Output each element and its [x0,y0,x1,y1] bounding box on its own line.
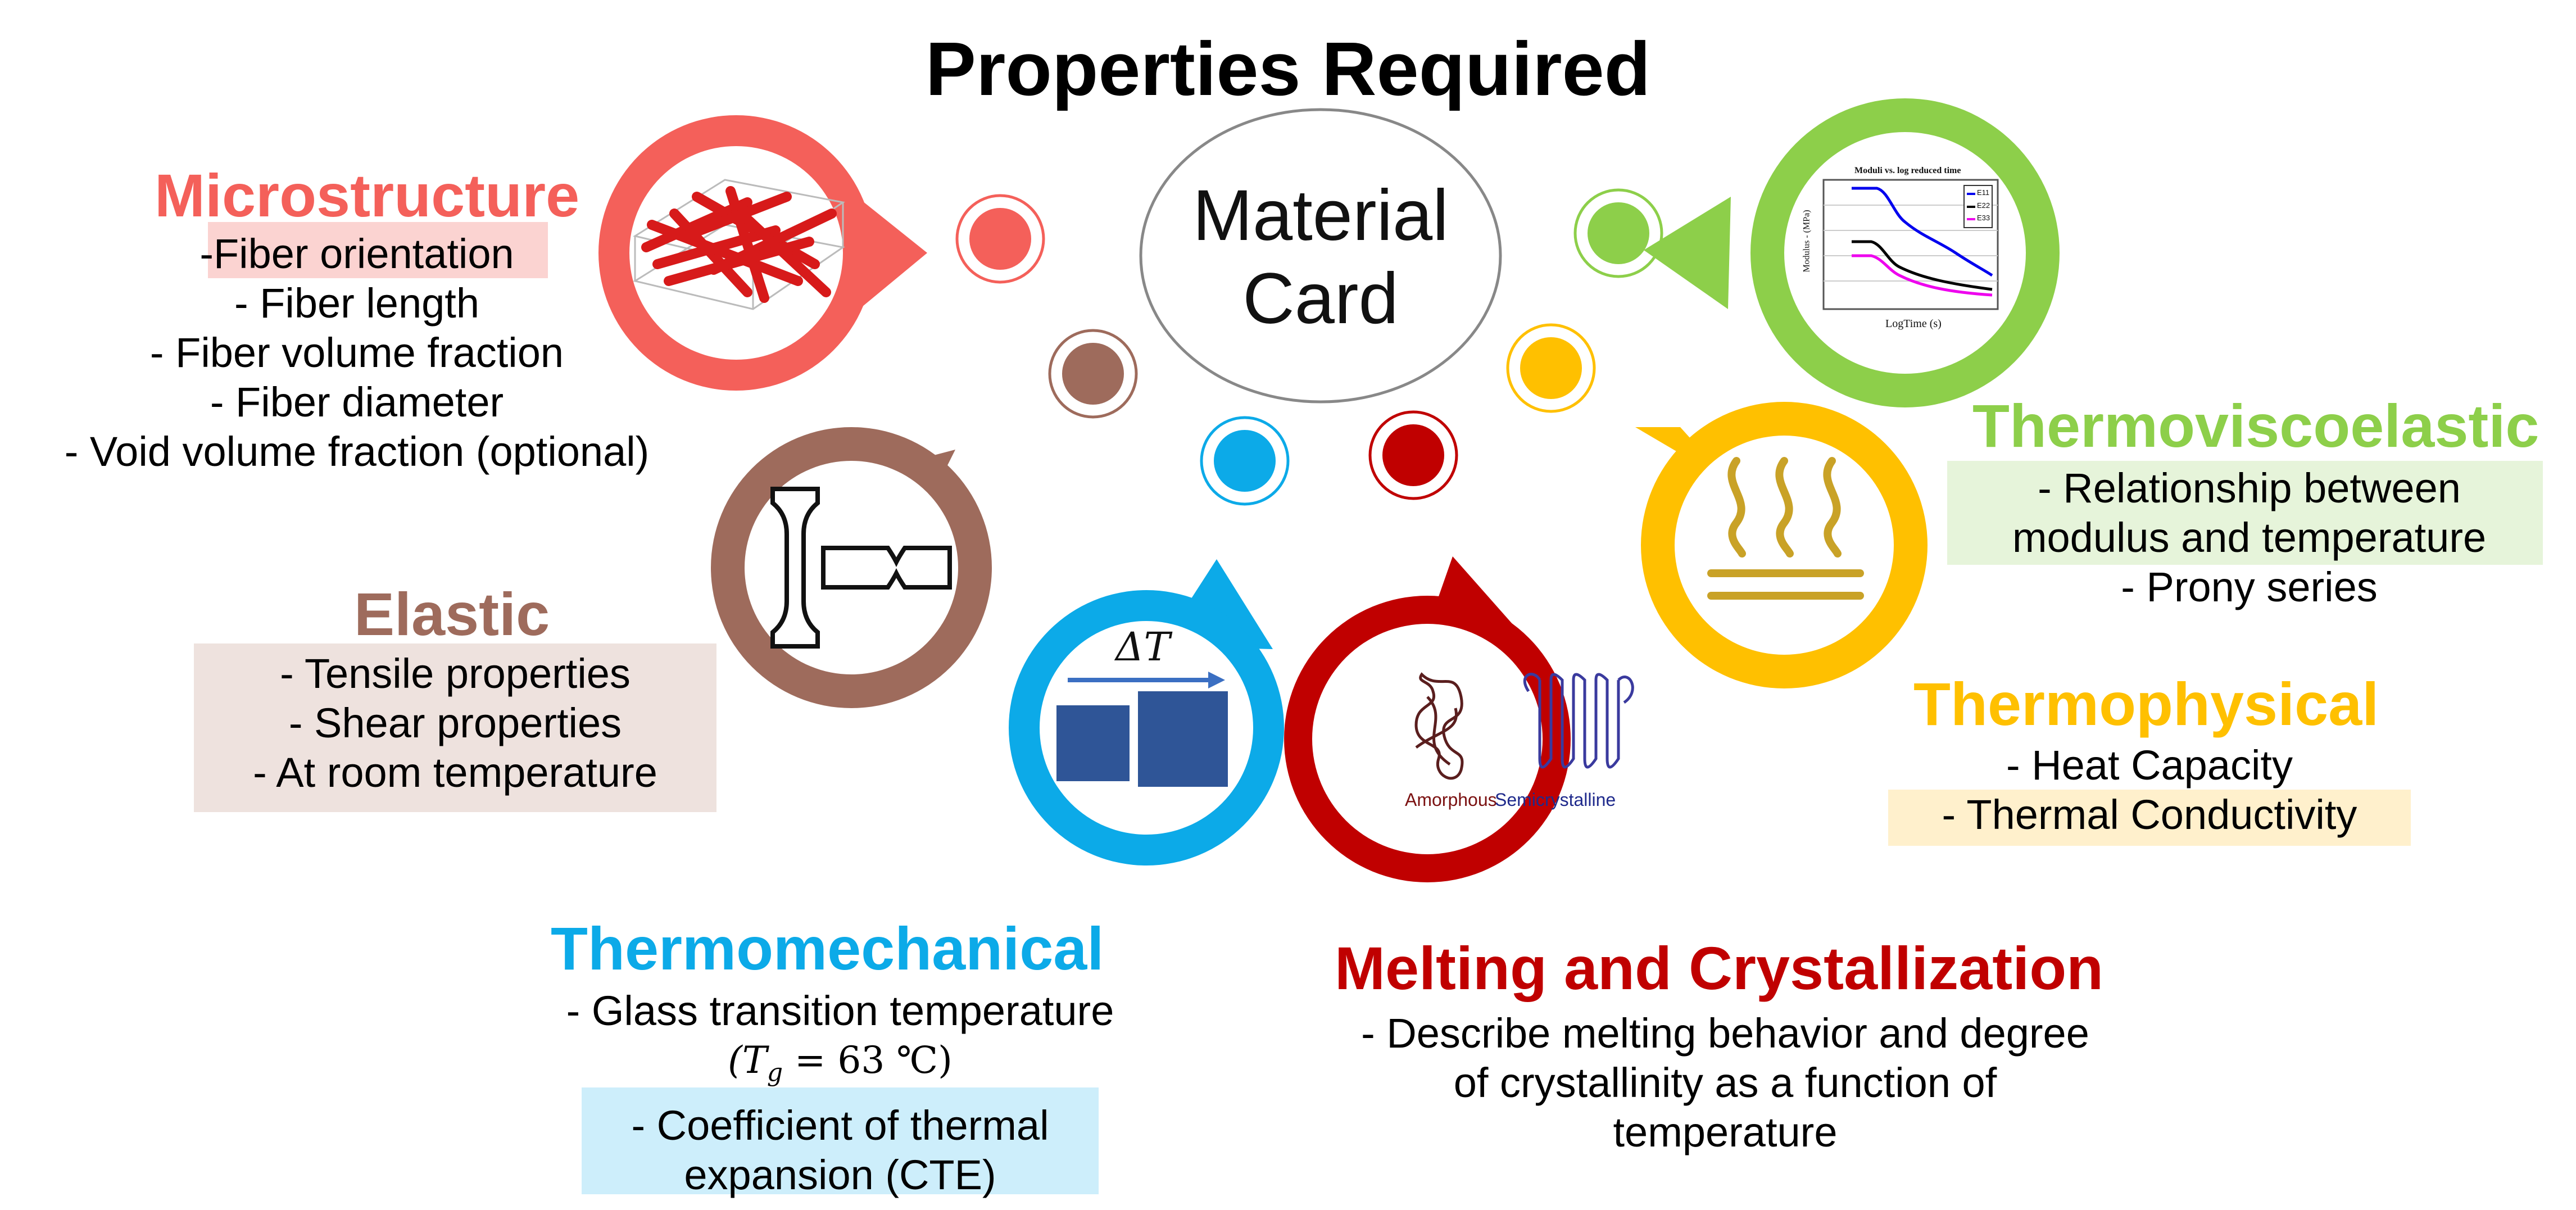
thermoviscoelastic-item: modulus and temperature [2012,514,2487,561]
microstructure-item: - Fiber volume fraction [149,329,564,376]
microstructure-highlight [208,222,548,278]
melting-item: temperature [1613,1109,1838,1155]
thermophysical-dot [1506,323,1596,413]
thermoviscoelastic-highlight [1947,461,2543,565]
thermal-expansion-icon [1056,672,1228,787]
microstructure-heading: Microstructure [155,161,580,229]
thermomechanical-highlight [582,1087,1099,1194]
thermoviscoelastic-heading: Thermoviscoelastic [1972,392,2539,460]
fiber-network-icon [633,179,845,310]
thermoviscoelastic-item: - Relationship between [2038,465,2461,511]
elastic-item: - Tensile properties [280,650,631,697]
thermomechanical-item: expansion (CTE) [684,1152,996,1199]
thermophysical-list: - Heat Capacity - Thermal Conductivity [1888,741,2411,840]
amorphous-label: Amorphous [1405,790,1497,810]
thermomechanical-dot [1200,416,1290,506]
melting-heading: Melting and Crystallization [1335,934,2104,1002]
microstructure-item: - Fiber length [234,280,479,327]
thermoviscoelastic-list: - Relationship between modulus and tempe… [1947,464,2551,612]
material-card-ellipse [1139,108,1502,404]
mini-chart-legend-e22: E22 [1977,201,1990,210]
elastic-item: - At room temperature [253,749,657,796]
microstructure-item: - Void volume fraction (optional) [64,428,650,475]
mini-chart-legend-e11: E11 [1977,188,1990,197]
thermomechanical-list: - Glass transition temperature (Tg = 63 … [523,986,1158,1200]
elastic-item: - Shear properties [288,700,622,746]
microstructure-item: - Fiber diameter [210,379,504,425]
thermoviscoelastic-bubble [1644,98,2060,407]
elastic-list: - Tensile properties - Shear properties … [194,649,716,797]
thermophysical-heading: Thermophysical [1913,670,2379,738]
melting-bubble [1284,556,1571,882]
thermomechanical-item: - Glass transition temperature [566,987,1114,1034]
elastic-dot [1048,329,1138,419]
material-card-line1: Material [1192,175,1449,256]
tg-formula-subscript: g [767,1058,783,1087]
thermophysical-item: - Thermal Conductivity [1942,791,2357,838]
elastic-highlight [194,643,716,812]
material-card-line2: Card [1242,259,1399,339]
tg-formula: (Tg = 63 ℃) [523,1036,1158,1098]
thermophysical-item: - Heat Capacity [2006,742,2293,788]
thermomechanical-heading: Thermomechanical [551,914,1104,982]
delta-t-label: ΔT [1115,624,1171,670]
semicrystalline-label: Semicrystalline [1495,790,1616,810]
thermoviscoelastic-item: - Prony series [2121,564,2378,610]
thermoviscoelastic-dot [1573,188,1663,278]
material-card-label: Material Card [1146,174,1495,341]
heat-waves-icon [1707,457,1864,600]
page-title: Properties Required [925,26,1651,111]
mini-chart-legend-e33: E33 [1977,214,1990,222]
microstructure-list: -Fiber orientation - Fiber length - Fibe… [0,229,714,477]
melting-item: - Describe melting behavior and degree [1361,1010,2089,1057]
melting-item: of crystallinity as a function of [1453,1059,1997,1106]
thermomechanical-item: - Coefficient of thermal [631,1102,1049,1149]
melting-list: - Describe melting behavior and degree o… [1309,1009,2141,1157]
elastic-heading: Elastic [354,580,550,648]
polymer-chain-icon [1414,672,1634,780]
thermophysical-highlight [1888,790,2411,846]
mini-chart-ylabel: Modulus - (MPa) [1802,210,1812,273]
mini-chart-xlabel: LogTime (s) [1885,318,1942,330]
melting-dot [1368,410,1458,500]
microstructure-dot [955,194,1045,284]
mini-chart-title: Moduli vs. log reduced time [1854,166,1961,175]
microstructure-item: -Fiber orientation [199,230,514,277]
modulus-chart-icon [1822,179,1999,310]
tensile-specimen-icon [770,487,952,649]
tg-formula-lead: (T [728,1039,767,1082]
tg-formula-value: = 63 ℃) [783,1039,953,1082]
